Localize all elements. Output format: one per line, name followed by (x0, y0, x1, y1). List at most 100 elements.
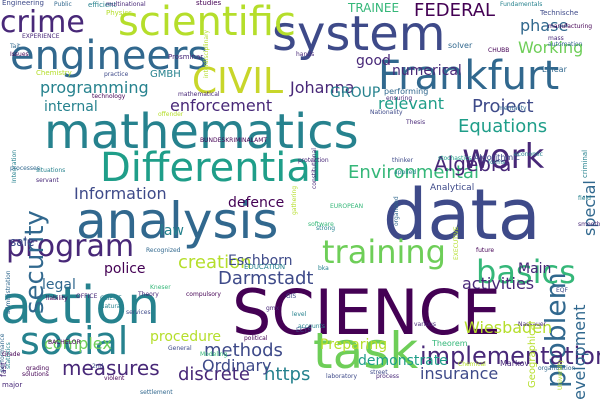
cloud-word-mathematical: mathematical (178, 91, 220, 98)
cloud-word-analytical: Analytical (430, 183, 475, 193)
cloud-word-software: software (308, 221, 334, 228)
cloud-word-performing: performing (384, 87, 429, 96)
cloud-word-methods: methods (204, 340, 283, 361)
cloud-word-geographical: Geographical (527, 321, 538, 388)
cloud-word-solutions: solutions (22, 371, 49, 378)
cloud-word-compulsory: compulsory (186, 291, 221, 298)
cloud-word-procedure: procedure (150, 329, 222, 345)
cloud-word-mass: mass (548, 35, 564, 42)
cloud-word-action: action (0, 276, 161, 336)
cloud-word-darmstadt: Darmstadt (218, 268, 314, 289)
cloud-word-chemistry: Chemistry (36, 69, 72, 77)
cloud-word-environmental: Environmental (348, 162, 479, 183)
cloud-word-sale: sale (10, 235, 35, 249)
cloud-word-work: work (462, 137, 545, 177)
cloud-word-federal: FEDERAL (414, 0, 496, 21)
cloud-word-ects: ECTS (296, 327, 312, 334)
cloud-word-preparing: Preparing (320, 337, 388, 353)
cloud-word-engineers: engineers (10, 33, 209, 79)
cloud-word-issues: Issues (10, 51, 29, 58)
cloud-word-accounts: accounts (298, 323, 326, 330)
cloud-word-bka: bka (318, 265, 329, 272)
cloud-word-programming: programming (40, 78, 149, 97)
cloud-word-practice: practice (104, 71, 129, 78)
cloud-word-working: Working (518, 38, 584, 57)
cloud-word-grading: grading (26, 365, 50, 372)
cloud-word-applied: applied (394, 169, 417, 176)
cloud-word-differential: Differential (100, 145, 323, 191)
cloud-word-thesis: Thesis (406, 119, 426, 126)
cloud-word-recognized: Recognized (146, 247, 181, 254)
cloud-word-experience: EXPERIENCE (22, 33, 60, 40)
cloud-word-ensuring: ensuring (386, 95, 413, 102)
cloud-word-phase: phase (520, 16, 569, 35)
cloud-word-executive: EXECUTIVE (453, 226, 460, 260)
cloud-word-theory: Theory (138, 291, 159, 298)
cloud-word-2nd: 2nd (92, 363, 104, 370)
cloud-word-activities: activities (462, 274, 535, 293)
cloud-word-technische: Technische (540, 9, 579, 17)
cloud-word-education: EDUCATION (244, 263, 286, 271)
cloud-word-eqf: EQF (556, 287, 568, 294)
cloud-word-scientific: scientific (118, 0, 296, 45)
cloud-word-gathering: gathering (291, 185, 298, 215)
cloud-word-violent: violent (104, 375, 125, 382)
cloud-word-stochastics: stochastics (438, 155, 472, 162)
cloud-word-organization: organization (538, 365, 576, 372)
cloud-word-program: program (6, 229, 135, 264)
cloud-word-modeling: Modeling (200, 351, 228, 358)
cloud-word-strong: strong (316, 225, 336, 232)
cloud-word-development: development (570, 304, 589, 400)
cloud-word-mathematics: mathematics (44, 104, 359, 160)
cloud-word-task: task (313, 322, 419, 380)
cloud-word-social: social (20, 319, 129, 363)
cloud-word-main: Main (518, 261, 552, 277)
cloud-word-police: police (104, 261, 146, 277)
cloud-word-mentality: mentality (498, 105, 527, 112)
cloud-word-fast: fast (0, 361, 8, 377)
cloud-word-implementation: implementation (420, 342, 600, 370)
cloud-word-studies: studies (196, 0, 222, 7)
cloud-word-street: street (370, 369, 388, 376)
cloud-word-ordinary: Ordinary (202, 356, 272, 375)
cloud-word-economic: economic (514, 151, 543, 158)
cloud-word-major: major (2, 381, 23, 389)
cloud-word-chubb: CHUBB (488, 47, 510, 54)
cloud-word-information: Information (74, 184, 167, 203)
cloud-word-gmbh: GMBH (150, 69, 181, 80)
cloud-word-political: political (244, 335, 268, 342)
cloud-word-eschborn: Eschborn (228, 253, 293, 269)
cloud-word-https: https (264, 364, 311, 385)
cloud-word-servant: servant (36, 177, 59, 184)
cloud-word-creation: creation (178, 252, 252, 273)
cloud-word-fundamentals: Fundamentals (500, 1, 543, 8)
cloud-word-tait: Tait (10, 43, 21, 50)
cloud-word-grade: Grade (2, 351, 21, 358)
cloud-word-multinational: multinational (106, 1, 146, 8)
cloud-word-hands: hands (296, 51, 315, 58)
cloud-word-wiesbaden: Wiesbaden (464, 318, 553, 337)
cloud-word-insurance: insurance (420, 364, 499, 383)
cloud-word-prosminar: Prosminar (168, 53, 204, 61)
cloud-word-various: various (414, 321, 436, 328)
cloud-word-gmx: gmx (266, 305, 280, 312)
cloud-word-algorithmic: Algorithmic (474, 153, 520, 162)
cloud-word-services: services (126, 309, 151, 316)
cloud-word-university: University (557, 359, 564, 390)
cloud-word-settlement: settlement (140, 389, 173, 396)
cloud-word-processes: processes (10, 165, 40, 172)
cloud-word-algebra: Algebra (434, 152, 512, 176)
cloud-word-security: security (20, 210, 50, 314)
cloud-word-general: General (168, 345, 192, 352)
cloud-word-solver: solver (448, 41, 473, 50)
cloud-word-data: data (383, 174, 541, 256)
cloud-word-office: OFFICE (76, 293, 98, 300)
cloud-word-theorem: Theorem (432, 339, 468, 348)
cloud-word-offender: offender (158, 111, 184, 118)
cloud-word-equations: Equations (458, 116, 548, 137)
cloud-word-future: future (476, 247, 495, 254)
cloud-word-smooth: smooth (578, 221, 600, 228)
cloud-word-trainee: TRAINEE (348, 1, 400, 15)
cloud-word-kneser: Kneser (150, 284, 171, 291)
cloud-word-automation: automation (548, 41, 583, 48)
